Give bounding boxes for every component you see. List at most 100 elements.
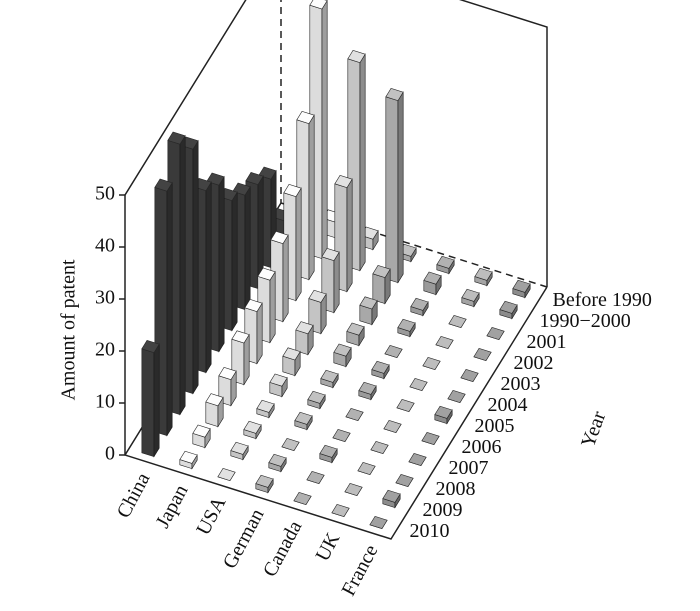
- bar-top: [308, 289, 327, 303]
- bar: [217, 468, 236, 481]
- bar-top: [384, 345, 403, 358]
- bar-top: [421, 432, 440, 445]
- bar-top: [283, 184, 302, 197]
- bar-side: [218, 175, 225, 353]
- bar: [319, 444, 338, 464]
- bar: [333, 343, 352, 368]
- bar-top: [369, 516, 388, 529]
- bar: [436, 255, 455, 275]
- bar-top: [244, 299, 263, 312]
- bar-top: [460, 369, 479, 382]
- bar: [460, 369, 479, 382]
- bar: [499, 300, 518, 320]
- bar: [448, 315, 467, 328]
- bar-side: [308, 114, 315, 281]
- bar: [344, 483, 363, 496]
- bar: [282, 347, 301, 377]
- bar-top: [372, 265, 391, 278]
- x-tick-label: UK: [311, 529, 344, 565]
- bar-top: [347, 50, 366, 63]
- bar: [255, 474, 274, 494]
- bar: [269, 373, 288, 398]
- bar: [320, 369, 339, 389]
- bar: [434, 405, 453, 425]
- x-tick-label: Japan: [152, 481, 193, 532]
- bar-top: [434, 405, 453, 419]
- y-tick-label: 2010: [410, 520, 450, 542]
- bar: [409, 378, 428, 391]
- bar-top: [269, 373, 288, 387]
- bar-top: [447, 390, 466, 403]
- bar-top: [217, 468, 236, 481]
- bar-side: [179, 134, 186, 416]
- bar-top: [423, 271, 442, 285]
- x-tick-label: Canada: [259, 517, 307, 580]
- bar: [422, 357, 441, 370]
- bar-top: [382, 489, 401, 503]
- bar: [382, 489, 401, 509]
- bar-top: [486, 327, 505, 340]
- bar: [192, 424, 211, 449]
- bar-front: [205, 401, 219, 428]
- bar-top: [154, 178, 173, 192]
- bar-top: [268, 453, 287, 467]
- bar: [372, 265, 391, 305]
- bar-top: [306, 471, 325, 484]
- bar-top: [333, 343, 352, 357]
- z-tick-label: 30: [95, 287, 115, 309]
- bar-top: [309, 0, 328, 10]
- bar-top: [371, 360, 390, 374]
- z-tick-label: 20: [95, 339, 115, 361]
- bar-top: [499, 300, 518, 314]
- bar-top: [294, 411, 313, 425]
- bar-top: [461, 288, 480, 302]
- bar-front: [385, 96, 399, 284]
- y-tick-label: 2001: [527, 331, 567, 353]
- x-tick-label: German: [219, 505, 269, 572]
- bar-top: [282, 347, 301, 361]
- y-tick-label: 2004: [488, 394, 528, 416]
- bar-side: [231, 191, 238, 332]
- bar-side: [166, 181, 173, 437]
- bar-side: [295, 187, 302, 302]
- bar-top: [332, 429, 351, 442]
- y-tick-label: Before 1990: [553, 289, 652, 311]
- y-tick-label: 1990−2000: [540, 310, 631, 332]
- bar: [410, 297, 429, 317]
- bar: [359, 296, 378, 326]
- bar-top: [395, 474, 414, 487]
- bar: [230, 441, 249, 461]
- bar: [346, 322, 365, 347]
- bar-side: [333, 251, 340, 314]
- bar-top: [344, 483, 363, 496]
- bar: [294, 411, 313, 431]
- bar: [423, 271, 442, 296]
- bar: [357, 462, 376, 475]
- x-tick-label: China: [113, 469, 155, 522]
- bar-top: [218, 367, 237, 380]
- bar-side: [282, 234, 289, 323]
- bar-top: [334, 175, 353, 188]
- bar-top: [179, 450, 198, 464]
- y-tick-label: 2003: [501, 373, 541, 395]
- bar-top: [295, 321, 314, 335]
- bar: [243, 420, 262, 440]
- y-tick-label: 2005: [475, 415, 515, 437]
- bar: [395, 474, 414, 487]
- bar-side: [192, 139, 199, 395]
- bar: [383, 420, 402, 433]
- bar: [421, 432, 440, 445]
- bar-top: [230, 441, 249, 455]
- bar-side: [205, 181, 212, 374]
- bar-top: [321, 248, 340, 261]
- bar-top: [473, 348, 492, 361]
- bar-top: [331, 504, 350, 517]
- bar-front: [141, 348, 155, 458]
- z-axis-label: Amount of patent: [58, 259, 80, 401]
- y-tick-label: 2002: [514, 352, 554, 374]
- bar: [345, 408, 364, 421]
- bar: [408, 453, 427, 466]
- bar-top: [192, 424, 211, 438]
- bar-top: [436, 255, 455, 269]
- bar-side: [153, 343, 160, 458]
